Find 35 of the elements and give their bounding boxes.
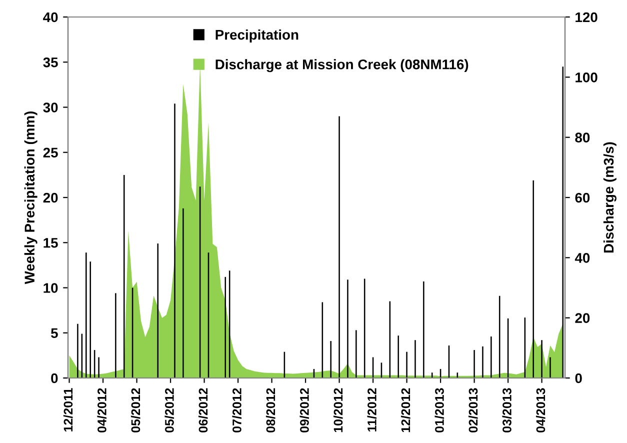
- y-tick-label: 30: [43, 102, 58, 112]
- legend-label: Precipitation: [216, 30, 298, 42]
- y2-tick-label: 0: [575, 373, 582, 384]
- x-tick-label: 12/2011: [63, 388, 73, 432]
- x-tick-label: 10/2012: [333, 388, 343, 432]
- y-tick-label: 20: [43, 192, 58, 203]
- x-tick-label: 05/2012: [164, 388, 174, 432]
- y2-tick-label: 20: [575, 313, 590, 324]
- y2-axis-title: Discharge (m3/s): [603, 142, 616, 253]
- y2-tick-label: 60: [575, 192, 590, 203]
- y2-tick-label: 120: [576, 12, 598, 22]
- y-tick-label: 0: [51, 373, 58, 384]
- y2-tick-label: 40: [574, 253, 590, 263]
- y2-tick-label: 100: [576, 72, 598, 82]
- y-tick-label: 25: [43, 148, 58, 158]
- x-tick-label: 06/2012: [198, 388, 208, 432]
- x-tick-label: 04/2013: [536, 388, 546, 432]
- x-tick-label: 12/2012: [400, 388, 410, 432]
- y-tick-label: 5: [50, 328, 58, 338]
- y-axis-title: Weekly Precipitation (mm): [24, 111, 38, 284]
- x-tick-label: 04/2012: [97, 388, 106, 432]
- y-tick-label: 15: [44, 238, 58, 248]
- y-tick-label: 40: [43, 12, 58, 22]
- x-tick-label: 11/2012: [367, 388, 377, 432]
- series-label: Discharge at Mission Creek (08NM116): [216, 59, 468, 72]
- x-tick-label: 09/2012: [300, 388, 310, 432]
- y2-tick-label: 80: [575, 132, 590, 143]
- x-tick-label: 01/2013: [434, 388, 444, 432]
- x-tick-label: 02/2013: [468, 388, 478, 432]
- x-tick-label: 03/2013: [502, 388, 512, 432]
- x-tick-label: 07/2012: [232, 388, 242, 432]
- x-tick-label: 05/2012: [130, 388, 140, 432]
- x-tick-label: 08/2012: [266, 388, 276, 432]
- y-tick-label: 10: [44, 283, 58, 293]
- y-tick-label: 35: [43, 57, 58, 68]
